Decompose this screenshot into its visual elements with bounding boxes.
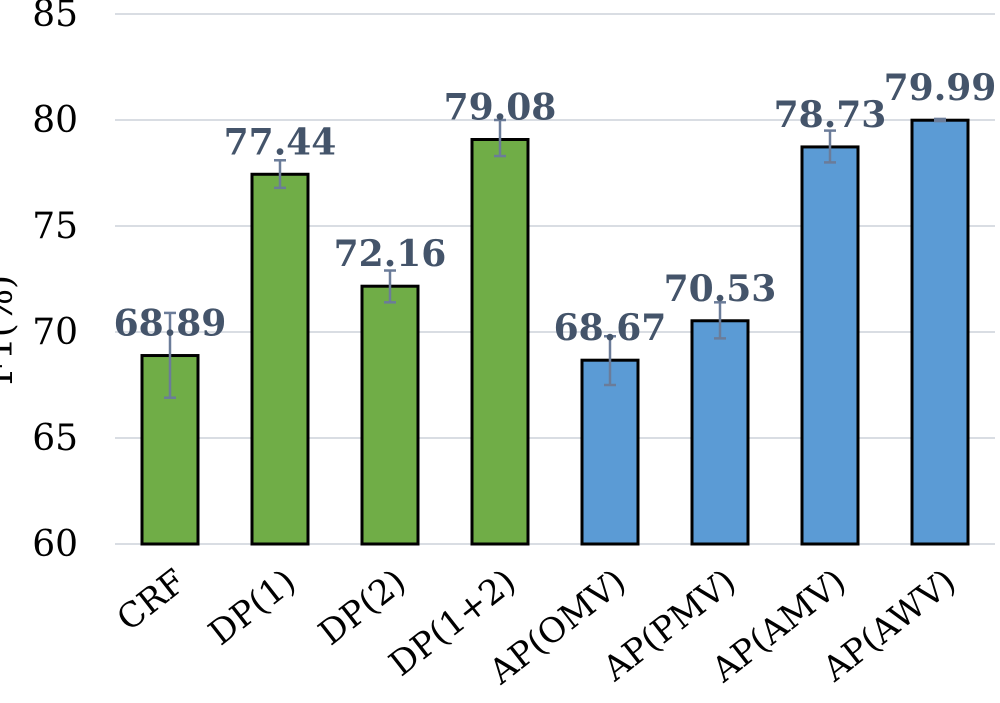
bar: [250, 172, 310, 546]
error-bars: [164, 117, 946, 399]
data-label: 79.08: [444, 87, 557, 129]
error-bar: [494, 118, 506, 158]
x-axis-categories: CRF DP(1) DP(2)DP(1+2)AP(OMV)AP(PMV)AP(AMV…: [110, 562, 964, 693]
x-category-label: CRF: [110, 562, 194, 640]
data-label: 68.67: [554, 307, 667, 349]
bar: [800, 145, 860, 546]
data-label: 78.73: [774, 94, 887, 136]
x-category-label: DP(1): [201, 562, 303, 654]
bar: [360, 284, 420, 546]
error-bar: [604, 334, 616, 387]
error-bar: [164, 311, 176, 399]
y-axis-ticks: 60 65 70 75 80 85: [32, 0, 78, 565]
data-label: 77.44: [224, 121, 337, 163]
y-tick-label: 60: [32, 524, 78, 565]
bar: [470, 138, 530, 546]
y-tick-label: 65: [32, 418, 78, 459]
error-bar: [714, 301, 726, 340]
bar: [580, 358, 640, 546]
error-bar: [824, 129, 836, 164]
data-label: 72.16: [334, 233, 447, 275]
bars: [140, 118, 970, 546]
bar: [690, 319, 750, 546]
bar: [910, 118, 970, 546]
y-tick-label: 75: [32, 206, 78, 247]
y-tick-label: 85: [32, 0, 78, 35]
y-axis-title: F1(%): [0, 275, 21, 385]
error-bar: [384, 269, 396, 304]
data-label: 68.89: [114, 303, 227, 345]
y-tick-label: 70: [32, 312, 78, 353]
data-label: 70.53: [664, 268, 777, 310]
y-tick-label: 80: [32, 100, 78, 141]
error-bar: [274, 159, 286, 190]
data-label: 79.99: [884, 67, 997, 109]
error-bar: [934, 117, 946, 123]
